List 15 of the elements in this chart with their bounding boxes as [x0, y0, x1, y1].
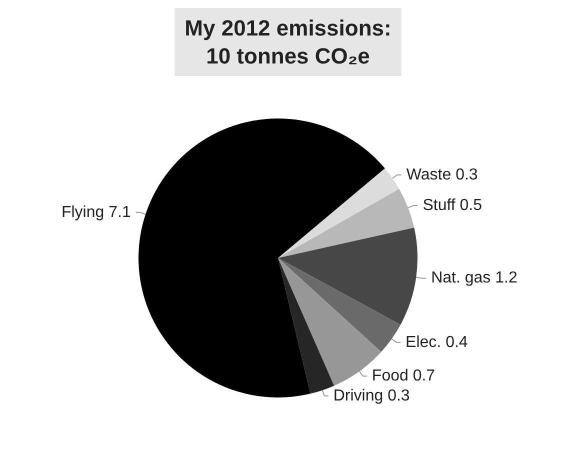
slice-label: Flying [61, 204, 104, 221]
chart-title: My 2012 emissions: 10 tonnes CO₂e [184, 16, 392, 68]
data-label: 1.2 [495, 270, 518, 287]
slice-label: Stuff [422, 197, 456, 214]
data-label: 0.3 [456, 166, 478, 184]
slice-label: Elec. [406, 334, 442, 351]
slice-label: Food [372, 368, 408, 385]
data-label: 0.4 [446, 334, 468, 351]
slice-label: Driving [333, 387, 384, 404]
data-label: 0.3 [388, 387, 410, 404]
slice-label: Waste [406, 166, 452, 184]
data-label: 0.7 [412, 368, 436, 385]
data-label: 7.1 [108, 204, 131, 221]
data-label: 0.5 [460, 197, 482, 214]
slice-label: Nat. gas [431, 270, 491, 287]
